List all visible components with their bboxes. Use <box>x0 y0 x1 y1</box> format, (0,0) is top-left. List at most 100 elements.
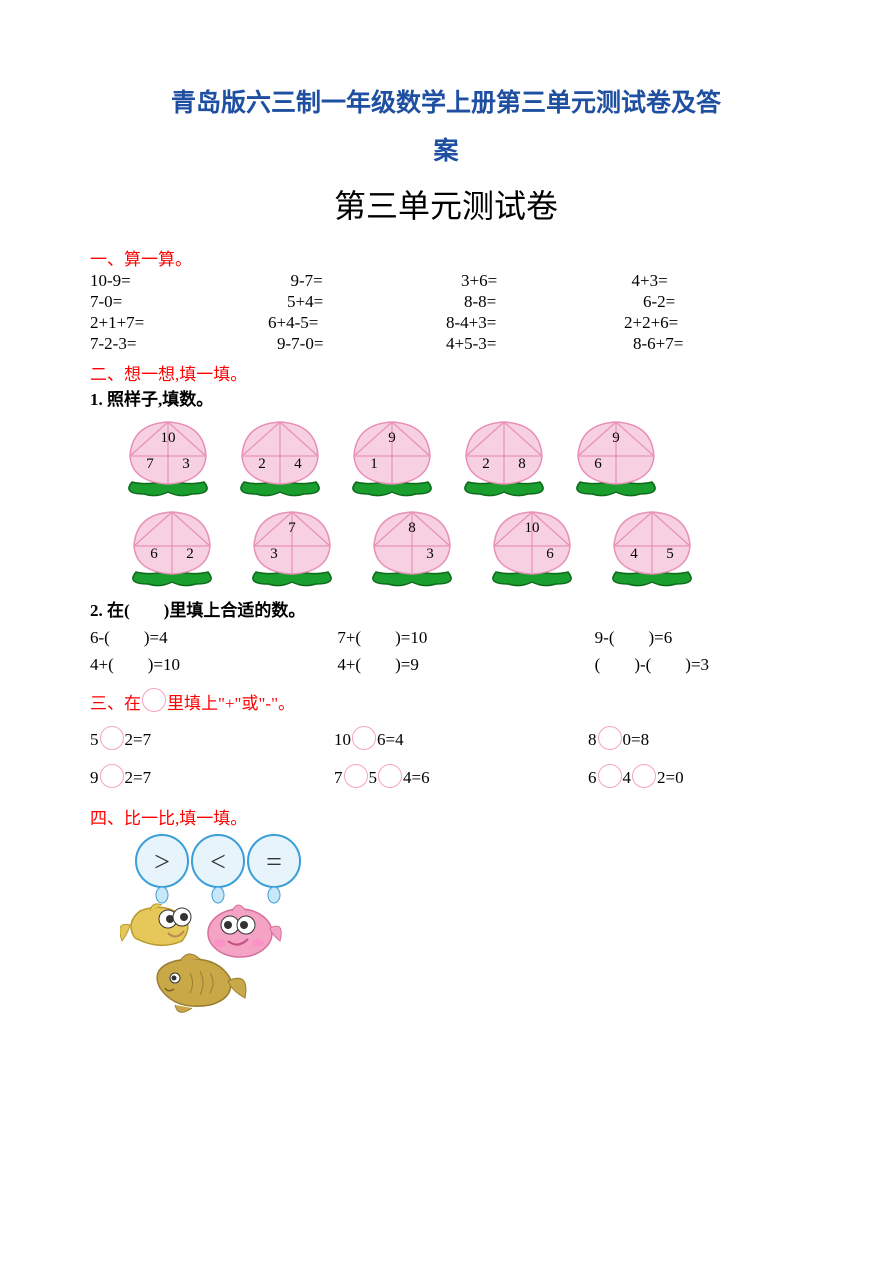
svg-text:3: 3 <box>426 546 434 562</box>
svg-text:10: 10 <box>161 430 176 446</box>
operator-fill-grid: 5 2=7 106=4 8 0=8 9 2=7 7 5 4=6 6 4 2=0 <box>90 728 802 790</box>
fill-row: 6-( )=47+( )=109-( )=6 <box>90 623 802 648</box>
equation-cell: 9-7= <box>261 271 462 291</box>
svg-text:6: 6 <box>150 546 158 562</box>
operator-text: 0=8 <box>623 730 650 750</box>
equation-cell: 4+5-3= <box>446 334 615 354</box>
svg-text:4: 4 <box>294 456 302 472</box>
svg-text:<: < <box>210 847 226 878</box>
fish-illustration: > < = <box>120 833 330 1033</box>
operator-circle-icon <box>598 726 622 750</box>
operator-text: 9 <box>90 768 99 788</box>
svg-text:7: 7 <box>146 456 154 472</box>
equation-cell: 6-2= <box>623 292 802 312</box>
equation-row: 7-2-3=9-7-0=4+5-3=8-6+7= <box>90 334 802 354</box>
operator-text: 6=4 <box>377 730 404 750</box>
equation-cell: 2+1+7= <box>90 313 268 333</box>
equation-cell: 6+4-5= <box>268 313 446 333</box>
operator-text: 5 <box>369 768 378 788</box>
peach-item: 6 2 <box>118 506 226 590</box>
svg-text:9: 9 <box>612 430 620 446</box>
peach-item: 4 5 <box>598 506 706 590</box>
equation-cell: 4+3= <box>632 271 803 291</box>
bubble-lt-icon: < <box>192 835 244 887</box>
operator-row: 5 2=7 106=4 8 0=8 <box>90 728 802 752</box>
fill-cell: 7+( )=10 <box>297 623 544 648</box>
subtitle: 第三单元测试卷 <box>90 181 802 227</box>
svg-text:6: 6 <box>546 546 554 562</box>
equation-grid: 10-9=9-7=3+6=4+3=7-0=5+4=8-8=6-2=2+1+7=6… <box>90 271 802 354</box>
equation-row: 10-9=9-7=3+6=4+3= <box>90 271 802 291</box>
fish-yellow-icon <box>120 904 191 945</box>
equation-row: 2+1+7=6+4-5=8-4+3=2+2+6= <box>90 313 802 333</box>
svg-text:7: 7 <box>288 520 296 536</box>
svg-text:2: 2 <box>186 546 194 562</box>
equation-cell: 5+4= <box>249 292 446 312</box>
title-line1: 青岛版六三制一年级数学上册第三单元测试卷及答 <box>90 80 802 128</box>
equation-cell: 9-7-0= <box>259 334 446 354</box>
svg-text:3: 3 <box>270 546 278 562</box>
operator-circle-icon <box>344 764 368 788</box>
svg-text:5: 5 <box>666 546 674 562</box>
fill-cell: 9-( )=6 <box>545 623 802 648</box>
title-line2: 案 <box>90 128 802 176</box>
operator-row: 9 2=7 7 5 4=6 6 4 2=0 <box>90 766 802 790</box>
svg-text:1: 1 <box>370 456 378 472</box>
operator-cell: 106=4 <box>304 728 548 752</box>
inline-circle-icon <box>142 688 166 712</box>
equation-cell: 10-9= <box>90 271 261 291</box>
section1-heading: 一、算一算。 <box>90 245 802 270</box>
operator-cell: 6 4 2=0 <box>548 766 802 790</box>
svg-text:6: 6 <box>594 456 602 472</box>
operator-text: 7 <box>334 768 343 788</box>
operator-text: 2=7 <box>125 730 152 750</box>
operator-cell: 9 2=7 <box>90 766 304 790</box>
svg-text:8: 8 <box>408 520 416 536</box>
svg-text:9: 9 <box>388 430 396 446</box>
svg-text:2: 2 <box>482 456 490 472</box>
equation-cell: 8-4+3= <box>446 313 624 333</box>
peach-item: 10 7 3 <box>118 416 218 500</box>
fish-olive-icon <box>157 954 246 1012</box>
operator-circle-icon <box>100 764 124 788</box>
operator-text: 2=0 <box>657 768 684 788</box>
operator-text: 2=7 <box>125 768 152 788</box>
fill-row: 4+( )=104+( )=9( )-( )=3 <box>90 650 802 675</box>
fill-cell: ( )-( )=3 <box>545 650 802 675</box>
fish-pink-icon <box>208 905 281 957</box>
operator-circle-icon <box>352 726 376 750</box>
operator-circle-icon <box>632 764 656 788</box>
bubble-gt-icon: > <box>136 835 188 887</box>
operator-text: 6 <box>588 768 597 788</box>
operator-circle-icon <box>100 726 124 750</box>
svg-text:=: = <box>266 847 282 878</box>
equation-cell: 2+2+6= <box>624 313 802 333</box>
equation-row: 7-0=5+4=8-8=6-2= <box>90 292 802 312</box>
peach-item: 10 6 <box>478 506 586 590</box>
operator-cell: 5 2=7 <box>90 728 304 752</box>
operator-cell: 7 5 4=6 <box>304 766 548 790</box>
equation-cell: 7-0= <box>90 292 249 312</box>
operator-circle-icon <box>378 764 402 788</box>
svg-text:2: 2 <box>258 456 266 472</box>
section3-suffix: 里填上"+"或"-"。 <box>167 689 295 714</box>
operator-text: 8 <box>588 730 597 750</box>
section3-prefix: 三、在 <box>90 689 141 714</box>
section3-heading: 三、在 里填上"+"或"-"。 <box>90 689 802 714</box>
svg-text:3: 3 <box>182 456 190 472</box>
svg-text:10: 10 <box>525 520 540 536</box>
fill-grid: 6-( )=47+( )=109-( )=64+( )=104+( )=9( )… <box>90 623 802 675</box>
section4-heading: 四、比一比,填一填。 <box>90 804 802 829</box>
operator-text: 4 <box>623 768 632 788</box>
operator-text: 4=6 <box>403 768 430 788</box>
peach-item: 9 1 <box>342 416 442 500</box>
peach-row-1: 10 7 3 2 4 9 1 2 8 <box>118 416 802 500</box>
section2-q1: 1. 照样子,填数。 <box>90 385 802 410</box>
svg-text:>: > <box>154 847 170 878</box>
peach-row-2: 6 2 7 3 8 3 10 6 <box>118 506 802 590</box>
section2-heading: 二、想一想,填一填。 <box>90 360 802 385</box>
equation-cell: 7-2-3= <box>90 334 259 354</box>
operator-circle-icon <box>598 764 622 788</box>
peach-item: 2 8 <box>454 416 554 500</box>
operator-text: 5 <box>90 730 99 750</box>
